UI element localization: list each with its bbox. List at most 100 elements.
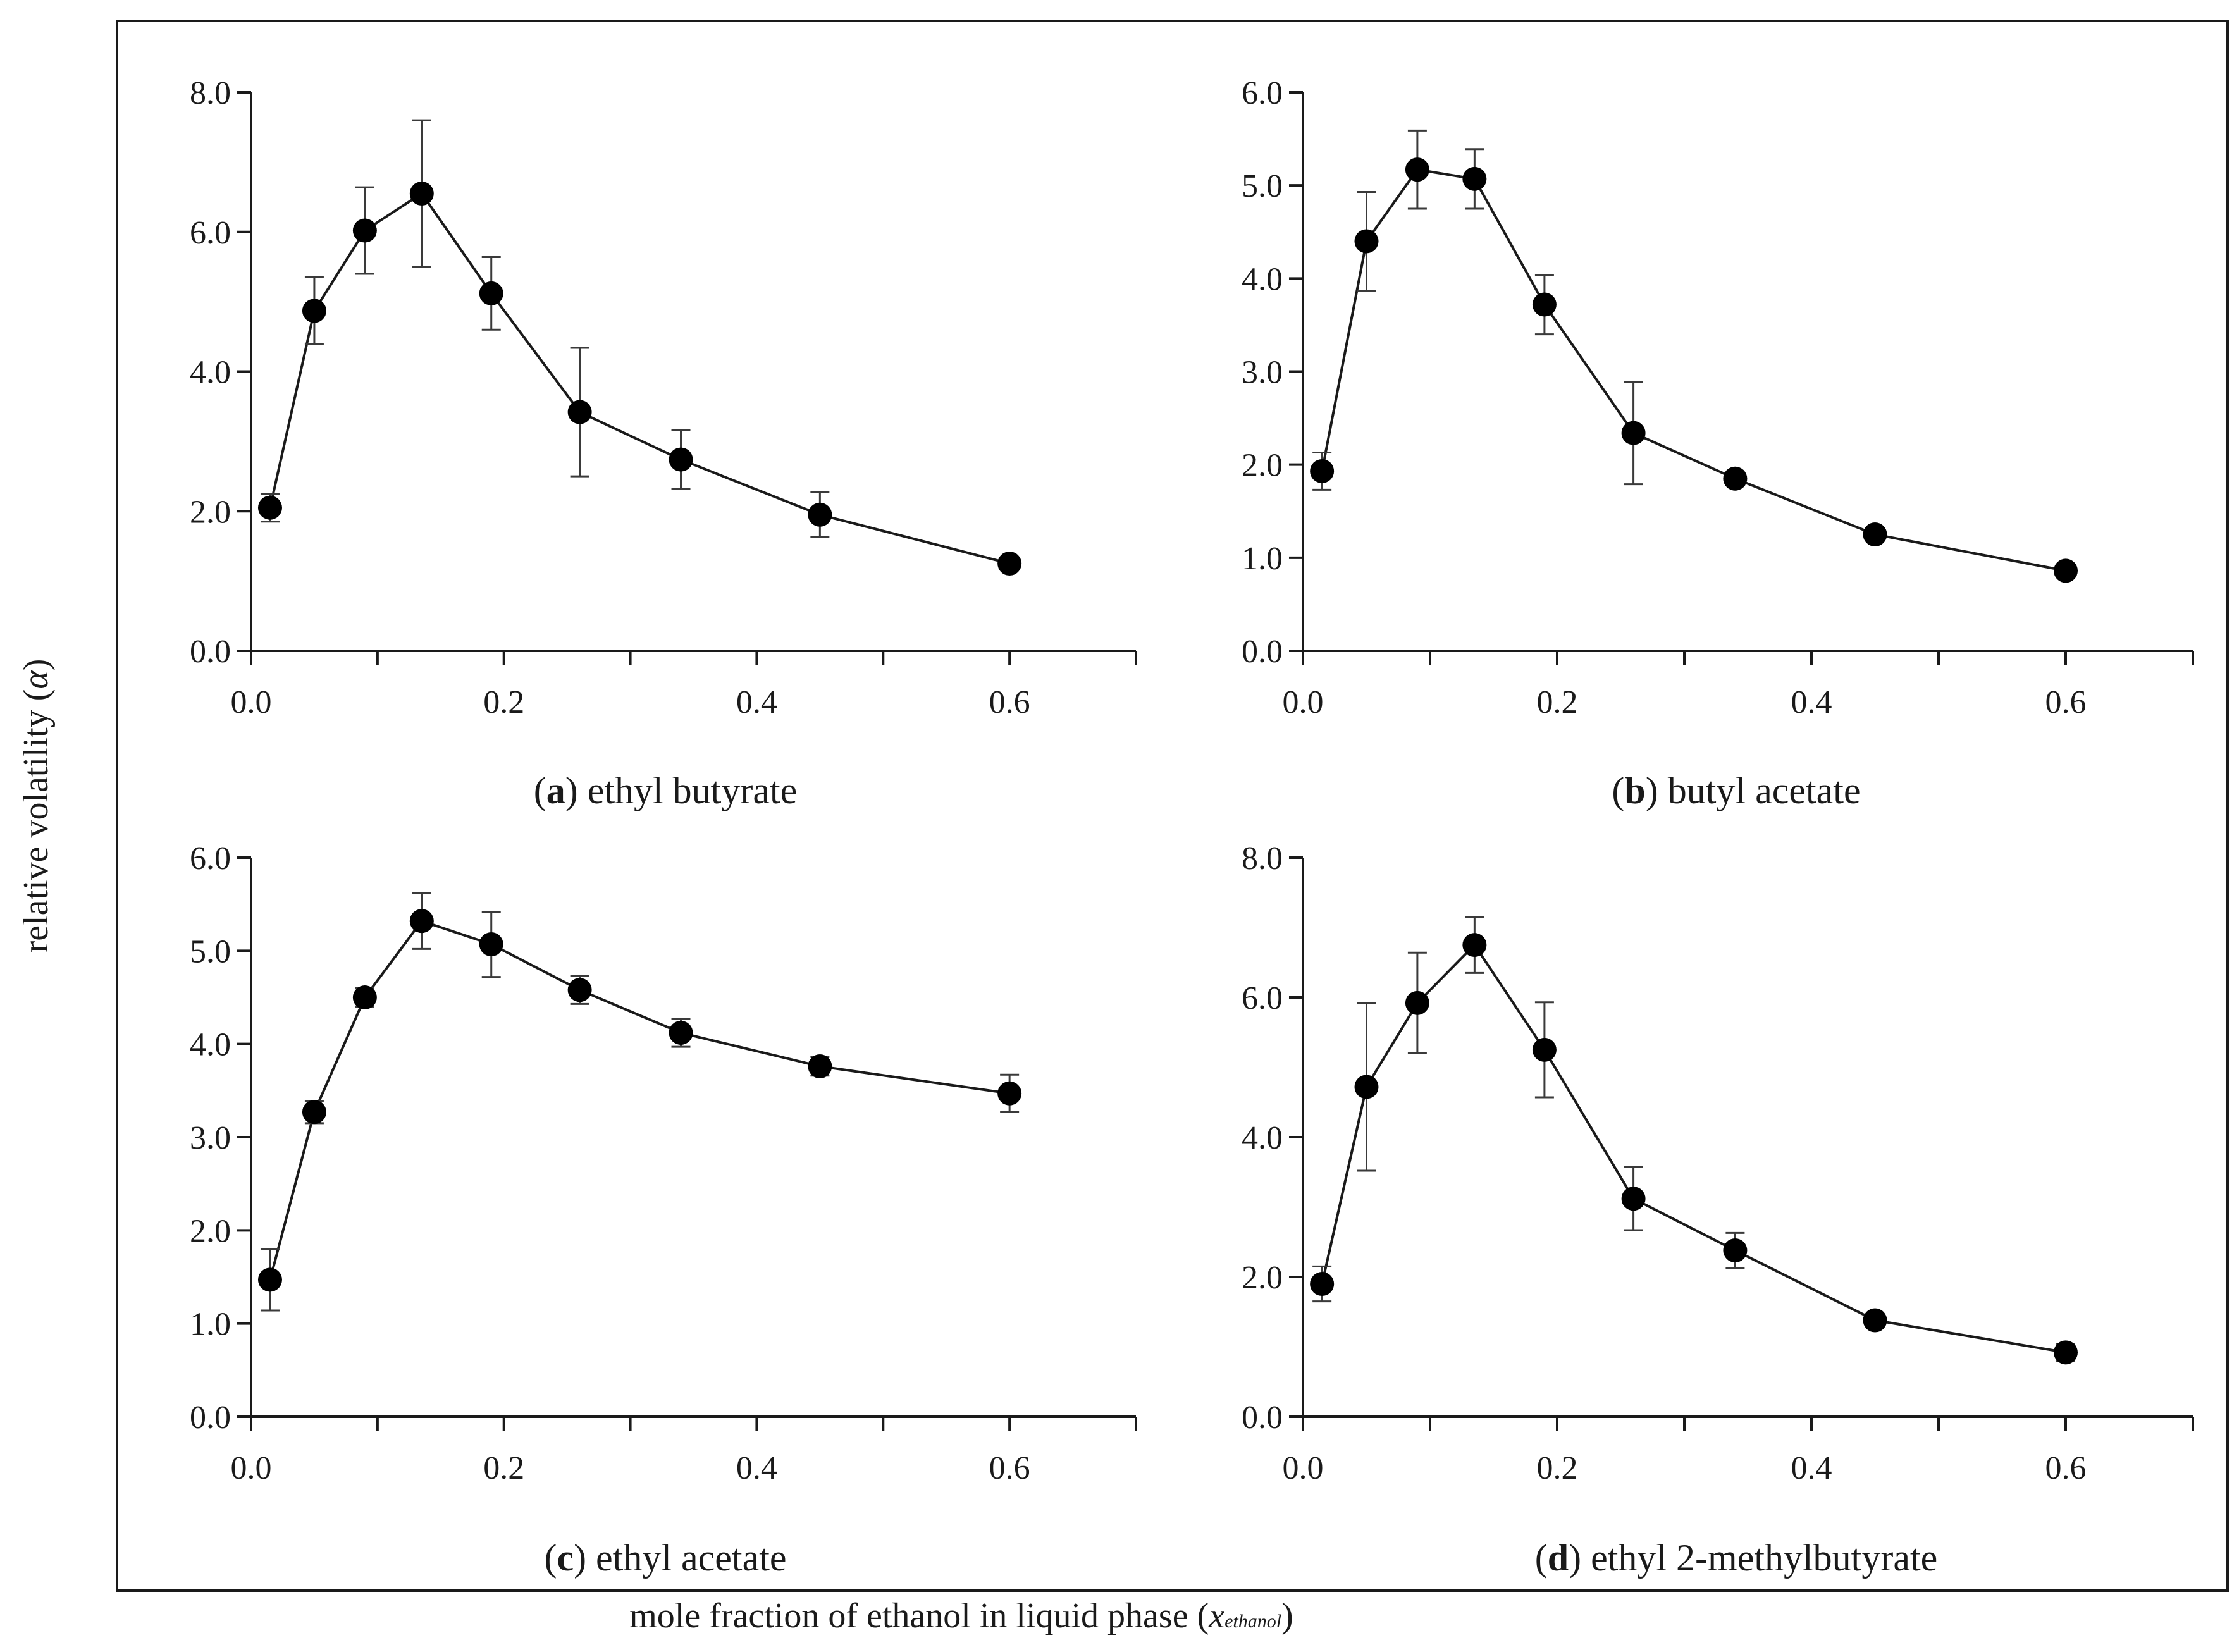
chart-a-0-point-8 bbox=[997, 552, 1022, 576]
chart-a-0-ytick-label-0: 0.0 bbox=[190, 634, 231, 670]
x-axis-title-symbol: x bbox=[1208, 1596, 1224, 1636]
chart-b-1-xtick-label-3: 0.6 bbox=[2045, 684, 2087, 720]
chart-a-0-point-2 bbox=[352, 218, 377, 243]
chart-d-3-xtick-label-0: 0.0 bbox=[1283, 1450, 1324, 1486]
chart-d-3-caption-prefix: ( bbox=[1535, 1537, 1548, 1579]
panel-a: 0.0 2.0 4.0 6.0 8.0 0.0 0.2 0.4 0.6 (a) ethyl but… bbox=[190, 75, 1137, 811]
chart-a-0-point-7 bbox=[808, 502, 832, 527]
panel-b: 0.0 1.0 2.0 3.0 4.0 5.0 6.0 0.0 0.2 0.4 0.6 (b) but… bbox=[1242, 75, 2194, 811]
chart-b-1-point-3 bbox=[1462, 166, 1487, 191]
chart-c-2-caption-text: ) ethyl acetate bbox=[574, 1537, 786, 1579]
y-axis-title-text: relative volatility ( bbox=[16, 689, 56, 953]
chart-c-2-point-5 bbox=[567, 978, 592, 1002]
chart-c-2-series-line bbox=[269, 919, 1010, 1280]
chart-a-0-series-line bbox=[269, 192, 1010, 565]
chart-c-2-caption-prefix: ( bbox=[544, 1537, 557, 1579]
chart-c-2-xtick-label-1: 0.2 bbox=[483, 1450, 524, 1486]
y-axis-title-symbol: α bbox=[16, 670, 56, 689]
chart-c-2-ytick-label-1: 1.0 bbox=[190, 1307, 231, 1343]
chart-d-3-xtick-label-2: 0.4 bbox=[1791, 1450, 1832, 1486]
chart-c-2-ytick-label-0: 0.0 bbox=[190, 1400, 231, 1436]
chart-b-1-ytick-label-1: 1.0 bbox=[1242, 541, 1283, 577]
chart-a-0-ytick-label-2: 4.0 bbox=[190, 355, 231, 391]
chart-a-0-caption-prefix: ( bbox=[534, 770, 546, 811]
chart-a-0-caption: (a) ethyl butyrate bbox=[534, 770, 798, 811]
y-axis-title: relative volatility (α) bbox=[16, 659, 56, 953]
chart-a-0-point-4 bbox=[479, 281, 503, 305]
x-axis-title-text: mole fraction of ethanol in liquid phase… bbox=[629, 1596, 1209, 1636]
chart-a-0-caption-text: ) ethyl butyrate bbox=[565, 770, 798, 811]
chart-a-0-point-6 bbox=[669, 447, 693, 472]
chart-b-1-caption-text: ) butyl acetate bbox=[1646, 770, 1861, 811]
figure-border bbox=[116, 20, 2229, 1592]
chart-b-1-ytick-label-2: 2.0 bbox=[1242, 448, 1283, 484]
chart-b-1-point-5 bbox=[1621, 421, 1646, 445]
chart-a-0-xtick-label-1: 0.2 bbox=[483, 684, 524, 720]
chart-c-2-ytick-label-4: 4.0 bbox=[190, 1027, 231, 1063]
chart-d-3-ytick-label-2: 4.0 bbox=[1242, 1120, 1283, 1156]
chart-b-1-ytick-label-0: 0.0 bbox=[1242, 634, 1283, 670]
chart-a-0-point-5 bbox=[567, 400, 592, 424]
chart-d-3-caption-text: ) ethyl 2-methylbutyrate bbox=[1569, 1537, 1937, 1579]
chart-a-0-xtick-label-2: 0.4 bbox=[736, 684, 777, 720]
chart-c-2-ytick-label-3: 3.0 bbox=[190, 1120, 231, 1156]
chart-b-1-series-line bbox=[1321, 168, 2066, 572]
chart-c-2-xtick-label-2: 0.4 bbox=[736, 1450, 777, 1486]
chart-b-1-xtick-label-2: 0.4 bbox=[1791, 684, 1832, 720]
chart-c-2-ytick-label-6: 6.0 bbox=[190, 841, 231, 877]
chart-d-3-point-5 bbox=[1621, 1187, 1646, 1211]
chart-b-1-ytick-label-5: 5.0 bbox=[1242, 168, 1283, 204]
chart-c-2-point-1 bbox=[302, 1100, 326, 1125]
chart-a-0-point-1 bbox=[302, 299, 326, 323]
chart-a-0-ytick-label-1: 2.0 bbox=[190, 494, 231, 530]
chart-a-0-ytick-label-4: 8.0 bbox=[190, 75, 231, 111]
chart-c-2-point-0 bbox=[257, 1267, 282, 1292]
chart-c-2-point-8 bbox=[997, 1081, 1022, 1106]
chart-c-2-xtick-label-3: 0.6 bbox=[989, 1450, 1030, 1486]
chart-d-3-series-line bbox=[1321, 942, 2066, 1354]
chart-b-1-point-8 bbox=[2054, 558, 2078, 583]
chart-d-3-ytick-label-0: 0.0 bbox=[1242, 1400, 1283, 1436]
chart-a-0-xtick-label-3: 0.6 bbox=[989, 684, 1030, 720]
chart-c-2-caption: (c) ethyl acetate bbox=[544, 1537, 786, 1579]
chart-d-3-caption: (d) ethyl 2-methylbutyrate bbox=[1535, 1537, 1938, 1579]
chart-a-0-ytick-label-3: 6.0 bbox=[190, 215, 231, 251]
chart-d-3-ytick-label-3: 6.0 bbox=[1242, 980, 1283, 1016]
panel-d: 0.0 2.0 4.0 6.0 8.0 0.0 0.2 0.4 0.6 (d) ethyl 2-m… bbox=[1242, 841, 2194, 1579]
chart-d-3-point-6 bbox=[1723, 1238, 1748, 1263]
chart-b-1-point-4 bbox=[1532, 292, 1557, 317]
chart-d-3-xtick-label-3: 0.6 bbox=[2045, 1450, 2087, 1486]
chart-b-1-caption-letter: b bbox=[1624, 770, 1645, 811]
chart-d-3-point-7 bbox=[1863, 1308, 1887, 1333]
chart-d-3-ytick-label-1: 2.0 bbox=[1242, 1260, 1283, 1296]
chart-d-3-caption-letter: d bbox=[1548, 1537, 1569, 1579]
panel-c: 0.0 1.0 2.0 3.0 4.0 5.0 6.0 0.0 0.2 0.4 0.6 (c) eth… bbox=[190, 841, 1137, 1579]
y-axis-title-close: ) bbox=[16, 659, 56, 671]
chart-a-0-point-0 bbox=[257, 495, 282, 520]
chart-c-2-point-2 bbox=[352, 985, 377, 1009]
chart-d-3-point-0 bbox=[1310, 1272, 1335, 1297]
chart-b-1-point-2 bbox=[1405, 157, 1429, 182]
x-axis-title-subscript: ethanol bbox=[1224, 1611, 1281, 1632]
chart-c-2-point-7 bbox=[808, 1054, 832, 1079]
chart-d-3-point-8 bbox=[2054, 1340, 2078, 1365]
chart-b-1-point-7 bbox=[1863, 522, 1887, 547]
chart-b-1-caption-prefix: ( bbox=[1612, 770, 1624, 811]
chart-b-1-point-0 bbox=[1310, 459, 1335, 483]
chart-c-2-point-4 bbox=[479, 932, 503, 957]
chart-c-2-caption-letter: c bbox=[557, 1537, 574, 1579]
x-axis-title-close: ) bbox=[1281, 1596, 1293, 1636]
chart-d-3-xtick-label-1: 0.2 bbox=[1537, 1450, 1578, 1486]
chart-b-1-caption: (b) butyl acetate bbox=[1612, 770, 1860, 811]
chart-d-3-point-3 bbox=[1462, 933, 1487, 958]
chart-c-2-point-6 bbox=[669, 1020, 693, 1045]
chart-b-1-xtick-label-1: 0.2 bbox=[1537, 684, 1578, 720]
chart-b-1-ytick-label-4: 4.0 bbox=[1242, 261, 1283, 297]
chart-a-0-point-3 bbox=[409, 182, 434, 206]
chart-b-1-ytick-label-6: 6.0 bbox=[1242, 75, 1283, 111]
chart-d-3-point-4 bbox=[1532, 1037, 1557, 1062]
chart-b-1-point-6 bbox=[1723, 466, 1748, 491]
chart-c-2-ytick-label-2: 2.0 bbox=[190, 1213, 231, 1249]
chart-a-0-xtick-label-0: 0.0 bbox=[231, 684, 272, 720]
